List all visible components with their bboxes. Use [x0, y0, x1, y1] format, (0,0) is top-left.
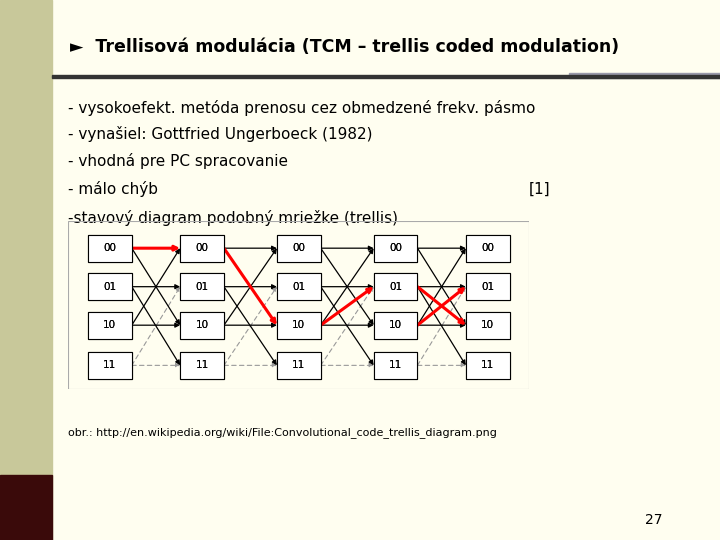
Text: 01: 01 [292, 282, 305, 292]
FancyBboxPatch shape [466, 273, 510, 300]
FancyBboxPatch shape [466, 273, 510, 300]
Text: 10: 10 [481, 320, 495, 330]
FancyBboxPatch shape [374, 352, 418, 379]
FancyBboxPatch shape [277, 273, 320, 300]
FancyBboxPatch shape [180, 352, 224, 379]
FancyBboxPatch shape [466, 312, 510, 339]
Text: 11: 11 [481, 360, 495, 370]
Text: 11: 11 [292, 360, 305, 370]
FancyBboxPatch shape [277, 235, 320, 261]
Text: 10: 10 [481, 320, 495, 330]
FancyBboxPatch shape [277, 312, 320, 339]
FancyBboxPatch shape [277, 352, 320, 379]
Text: [1]: [1] [529, 181, 551, 197]
FancyBboxPatch shape [374, 273, 418, 300]
FancyBboxPatch shape [88, 235, 132, 261]
FancyBboxPatch shape [88, 312, 132, 339]
Text: 00: 00 [481, 243, 494, 253]
Text: 10: 10 [103, 320, 117, 330]
FancyBboxPatch shape [374, 312, 418, 339]
FancyBboxPatch shape [180, 352, 224, 379]
Text: 11: 11 [481, 360, 495, 370]
FancyBboxPatch shape [88, 235, 132, 261]
Text: 11: 11 [389, 360, 402, 370]
Text: 10: 10 [195, 320, 209, 330]
Text: 00: 00 [389, 243, 402, 253]
FancyBboxPatch shape [466, 352, 510, 379]
Text: 01: 01 [195, 282, 209, 292]
Text: 10: 10 [195, 320, 209, 330]
FancyBboxPatch shape [277, 352, 320, 379]
FancyBboxPatch shape [374, 235, 418, 261]
Text: 01: 01 [481, 282, 495, 292]
Text: 01: 01 [103, 282, 117, 292]
Text: 00: 00 [196, 243, 209, 253]
FancyBboxPatch shape [180, 235, 224, 261]
Text: 01: 01 [103, 282, 117, 292]
FancyBboxPatch shape [374, 352, 418, 379]
Text: 00: 00 [481, 243, 494, 253]
FancyBboxPatch shape [88, 352, 132, 379]
FancyBboxPatch shape [180, 235, 224, 261]
Text: - vynašiel: Gottfried Ungerboeck (1982): - vynašiel: Gottfried Ungerboeck (1982) [68, 126, 373, 143]
Text: 01: 01 [389, 282, 402, 292]
Text: 01: 01 [292, 282, 305, 292]
Text: 00: 00 [292, 243, 305, 253]
FancyBboxPatch shape [180, 312, 224, 339]
Text: 11: 11 [389, 360, 402, 370]
FancyBboxPatch shape [374, 273, 418, 300]
Text: 10: 10 [389, 320, 402, 330]
Text: 10: 10 [103, 320, 117, 330]
Text: 00: 00 [104, 243, 117, 253]
FancyBboxPatch shape [88, 273, 132, 300]
Text: 11: 11 [292, 360, 305, 370]
FancyBboxPatch shape [277, 312, 320, 339]
Text: 01: 01 [389, 282, 402, 292]
Text: obr.: http://en.wikipedia.org/wiki/File:Convolutional_code_trellis_diagram.png: obr.: http://en.wikipedia.org/wiki/File:… [68, 427, 498, 437]
FancyBboxPatch shape [277, 273, 320, 300]
FancyBboxPatch shape [88, 273, 132, 300]
FancyBboxPatch shape [88, 352, 132, 379]
FancyBboxPatch shape [180, 273, 224, 300]
Text: - vysokoefekt. metóda prenosu cez obmedzené frekv. pásmo: - vysokoefekt. metóda prenosu cez obmedz… [68, 100, 536, 116]
FancyBboxPatch shape [180, 312, 224, 339]
FancyBboxPatch shape [466, 352, 510, 379]
Text: 11: 11 [195, 360, 209, 370]
FancyBboxPatch shape [88, 312, 132, 339]
FancyBboxPatch shape [466, 235, 510, 261]
Text: 11: 11 [103, 360, 117, 370]
Text: 10: 10 [389, 320, 402, 330]
Text: 01: 01 [481, 282, 495, 292]
Text: 00: 00 [196, 243, 209, 253]
Text: - vhodná pre PC spracovanie: - vhodná pre PC spracovanie [68, 153, 289, 169]
FancyBboxPatch shape [180, 273, 224, 300]
FancyBboxPatch shape [374, 235, 418, 261]
Text: 00: 00 [389, 243, 402, 253]
Text: ►  Trellisová modulácia (TCM – trellis coded modulation): ► Trellisová modulácia (TCM – trellis co… [70, 38, 619, 56]
Text: 00: 00 [292, 243, 305, 253]
Text: 11: 11 [195, 360, 209, 370]
Text: 01: 01 [195, 282, 209, 292]
Text: 00: 00 [104, 243, 117, 253]
Text: 10: 10 [292, 320, 305, 330]
Text: 11: 11 [103, 360, 117, 370]
FancyBboxPatch shape [466, 235, 510, 261]
FancyBboxPatch shape [466, 312, 510, 339]
Text: 10: 10 [292, 320, 305, 330]
FancyBboxPatch shape [277, 235, 320, 261]
FancyBboxPatch shape [374, 312, 418, 339]
Text: - málo chýb: - málo chýb [68, 181, 158, 198]
Text: -stavový diagram podobný mriežke (trellis): -stavový diagram podobný mriežke (trelli… [68, 210, 398, 226]
Text: 27: 27 [645, 512, 662, 526]
